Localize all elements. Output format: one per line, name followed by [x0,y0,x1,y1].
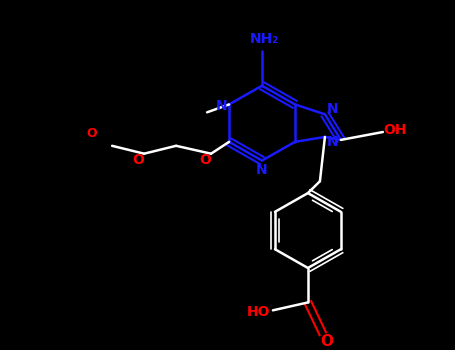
Text: NH₂: NH₂ [249,33,278,47]
Text: OH: OH [383,123,407,137]
Text: HO: HO [247,305,271,319]
Text: N: N [215,99,227,113]
Text: N: N [327,102,339,116]
Text: O: O [87,127,97,140]
Text: O: O [132,153,144,167]
Text: O: O [199,153,211,167]
Text: N: N [327,135,339,149]
Text: O: O [320,334,334,349]
Text: N: N [256,163,268,177]
